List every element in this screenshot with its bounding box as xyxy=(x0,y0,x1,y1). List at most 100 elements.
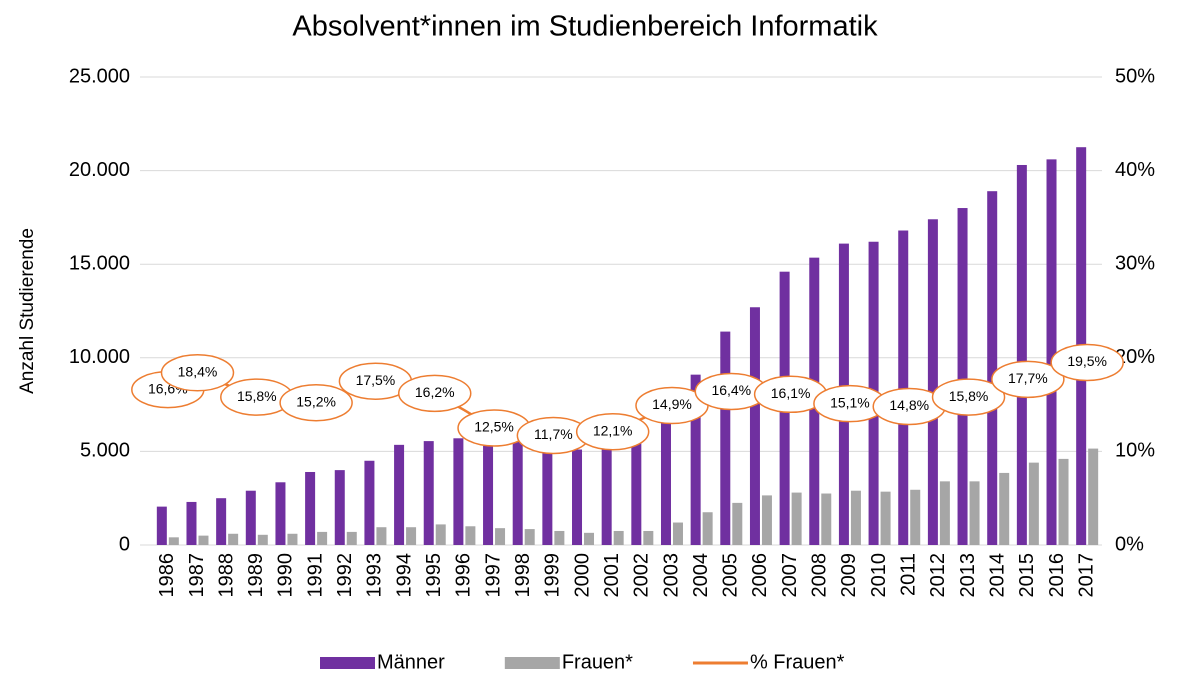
bar xyxy=(156,506,167,545)
bar xyxy=(483,445,494,545)
bar xyxy=(732,502,743,545)
x-tick-label: 2011 xyxy=(898,553,920,596)
x-tick-label: 2002 xyxy=(631,553,653,598)
x-tick-label: 1990 xyxy=(275,553,297,598)
x-tick-label: 2014 xyxy=(986,553,1008,598)
y-axis-title: Anzahl Studierende xyxy=(17,228,38,394)
legend-swatch xyxy=(504,657,560,669)
bar xyxy=(898,230,909,545)
x-tick-label: 2010 xyxy=(868,553,890,598)
bar xyxy=(305,471,316,545)
x-tick-label: 2016 xyxy=(1046,553,1068,598)
data-label: 14,9% xyxy=(635,386,709,425)
y-tick-label: 10.000 xyxy=(69,346,130,368)
data-label-text: 15,1% xyxy=(830,394,870,410)
y2-tick-label: 10% xyxy=(1115,440,1155,462)
bar xyxy=(186,501,197,545)
bar xyxy=(198,535,209,545)
y-tick-label: 20.000 xyxy=(69,159,130,181)
bar xyxy=(672,522,683,545)
data-label: 15,8% xyxy=(220,378,294,416)
legend-label: Frauen* xyxy=(562,651,633,673)
y-tick-label: 15.000 xyxy=(69,252,130,274)
x-tick-label: 1989 xyxy=(245,553,267,598)
legend-label: % Frauen* xyxy=(750,651,845,673)
data-label-text: 16,4% xyxy=(711,382,751,398)
x-tick-label: 1986 xyxy=(156,553,178,598)
data-label-text: 11,7% xyxy=(534,426,573,442)
x-tick-label: 1999 xyxy=(542,553,564,598)
bar xyxy=(1028,462,1039,545)
data-label-text: 14,8% xyxy=(889,397,929,413)
bar xyxy=(613,530,624,545)
bar xyxy=(554,530,565,545)
bar xyxy=(850,490,861,545)
bar xyxy=(435,524,446,545)
data-label: 17,5% xyxy=(338,362,413,400)
bar xyxy=(1088,448,1099,545)
bar xyxy=(334,470,345,545)
bar xyxy=(1016,164,1027,545)
bar xyxy=(346,531,357,545)
x-tick-label: 1995 xyxy=(423,553,445,598)
bar xyxy=(880,491,891,545)
x-tick-label: 2013 xyxy=(957,553,979,598)
y2-tick-label: 50% xyxy=(1115,65,1155,87)
x-tick-label: 1987 xyxy=(186,553,208,598)
bar xyxy=(660,421,671,545)
data-label-text: 14,9% xyxy=(652,396,692,412)
data-label-text: 15,2% xyxy=(296,393,336,409)
legend-swatch xyxy=(320,657,375,669)
bar xyxy=(512,442,523,545)
x-tick-label: 2009 xyxy=(838,553,860,598)
x-tick-label: 1994 xyxy=(393,553,415,598)
data-label-bubble xyxy=(991,360,1065,399)
x-tick-label: 1992 xyxy=(334,553,356,598)
bar xyxy=(495,528,506,545)
bar xyxy=(927,219,938,545)
data-label-text: 12,1% xyxy=(593,422,633,438)
y-tick-label: 0 xyxy=(119,533,130,555)
bar xyxy=(287,533,298,545)
bar xyxy=(969,481,980,545)
data-label-text: 16,2% xyxy=(415,384,455,400)
x-tick-label: 2003 xyxy=(660,553,682,598)
bar xyxy=(1058,458,1069,545)
bar xyxy=(702,512,713,545)
x-tick-label: 1993 xyxy=(364,553,386,598)
bar xyxy=(939,481,950,545)
bar xyxy=(631,442,642,545)
y-tick-label: 25.000 xyxy=(69,65,130,87)
bar xyxy=(465,526,476,545)
bar xyxy=(791,492,802,545)
data-label-text: 17,5% xyxy=(356,372,396,388)
bar xyxy=(542,451,553,545)
x-tick-label: 2008 xyxy=(809,553,831,598)
bar xyxy=(601,445,612,545)
bar xyxy=(376,527,387,545)
data-label-text: 19,5% xyxy=(1067,353,1107,369)
data-label-bubble xyxy=(160,354,235,392)
bar xyxy=(584,532,595,545)
data-label-text: 18,4% xyxy=(178,363,218,379)
x-tick-label: 1998 xyxy=(512,553,534,598)
x-tick-label: 2006 xyxy=(749,553,771,598)
bar xyxy=(216,498,227,545)
bar xyxy=(394,444,405,545)
data-label: 18,4% xyxy=(160,354,235,392)
x-tick-label: 2000 xyxy=(571,553,593,598)
data-label-bubble xyxy=(1050,343,1124,382)
data-label: 12,1% xyxy=(575,412,650,451)
data-label: 16,4% xyxy=(694,372,769,411)
data-label-text: 15,8% xyxy=(949,388,989,404)
bar xyxy=(749,307,760,545)
bar xyxy=(821,493,832,545)
data-label: 16,1% xyxy=(753,375,828,414)
bar xyxy=(761,495,772,545)
bar xyxy=(643,530,654,545)
bar xyxy=(275,482,286,545)
x-tick-label: 2004 xyxy=(690,553,712,598)
data-label-bubble xyxy=(931,378,1006,416)
y2-tick-label: 20% xyxy=(1115,346,1155,368)
